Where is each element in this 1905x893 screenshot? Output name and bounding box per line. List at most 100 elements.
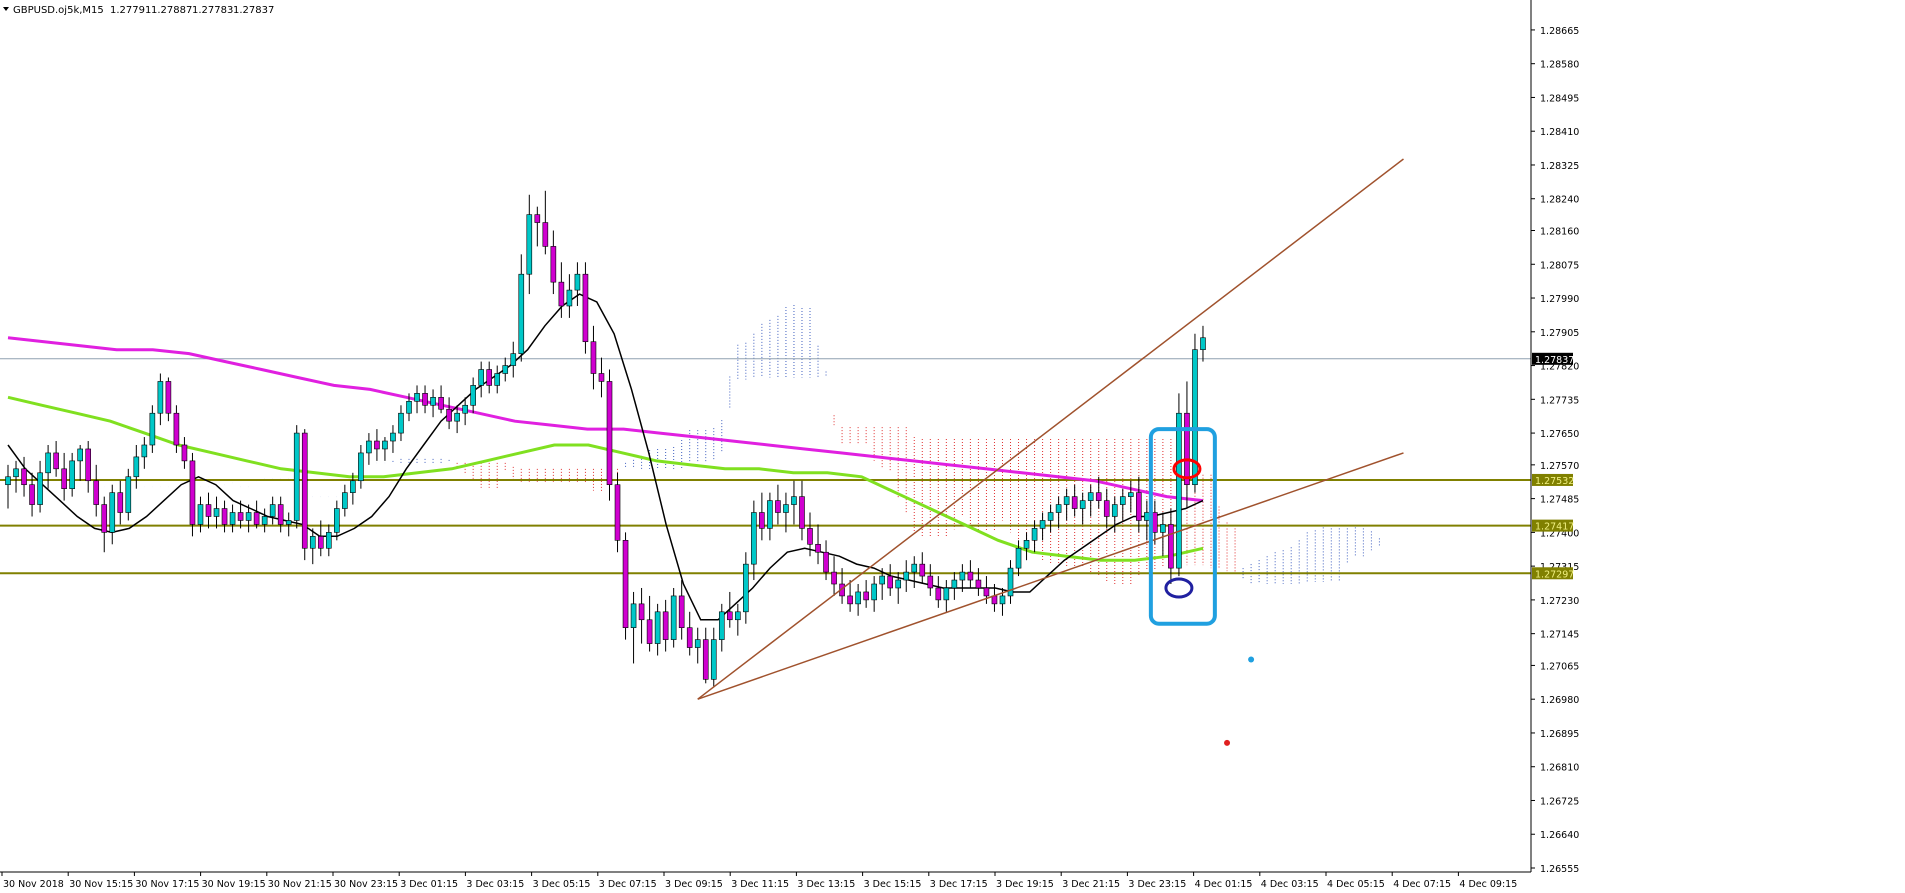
candle-body xyxy=(542,222,549,247)
candle-body xyxy=(229,512,236,525)
trendlines xyxy=(697,158,1404,700)
candle-body xyxy=(638,603,645,621)
candle-body xyxy=(69,460,75,489)
x-tick-label: 4 Dec 03:15 xyxy=(1261,879,1319,890)
candle-body xyxy=(1015,547,1022,569)
candle-body xyxy=(197,504,204,525)
candle-body xyxy=(301,432,308,549)
candle-body xyxy=(141,444,148,458)
candle-body xyxy=(85,448,91,482)
y-tick-label: 1.28410 xyxy=(1540,127,1579,138)
candle-body xyxy=(959,571,966,581)
candle-body xyxy=(815,543,821,553)
candle-body xyxy=(1136,492,1142,521)
candle-body xyxy=(1111,504,1118,517)
candle-body xyxy=(919,563,926,577)
candle-body xyxy=(702,639,709,680)
candle-body xyxy=(1192,349,1198,486)
candle-body xyxy=(269,504,276,517)
candle-body xyxy=(743,563,749,613)
x-tick-label: 4 Dec 01:15 xyxy=(1195,879,1253,890)
sma-fast-line xyxy=(7,293,1204,621)
candle-body xyxy=(1047,512,1054,521)
x-tick-label: 3 Dec 03:15 xyxy=(466,879,524,890)
candle-body xyxy=(510,353,517,366)
candle-body xyxy=(277,504,284,525)
y-tick-label: 1.27485 xyxy=(1540,495,1579,506)
ohlc-low: 1.27783 xyxy=(192,5,233,16)
triangle-down-icon[interactable] xyxy=(3,7,9,11)
y-tick-label: 1.27570 xyxy=(1540,461,1579,472)
candle-body xyxy=(430,397,436,406)
candle-body xyxy=(686,627,693,648)
candle-body xyxy=(5,476,11,486)
candle-body xyxy=(903,571,910,581)
y-tick-label: 1.26725 xyxy=(1540,796,1579,807)
candle-body xyxy=(951,579,958,589)
candle-body xyxy=(606,381,613,486)
y-tick-label: 1.27735 xyxy=(1540,395,1579,406)
y-tick-label: 1.26640 xyxy=(1540,830,1579,841)
candle-body xyxy=(1128,492,1134,497)
candle-body xyxy=(1103,500,1110,517)
highlight-box xyxy=(1148,427,1217,626)
candle-body xyxy=(534,214,541,223)
y-tick-label: 1.26810 xyxy=(1540,763,1579,774)
candle-body xyxy=(622,540,629,629)
candle-body xyxy=(574,273,581,291)
candle-body xyxy=(670,595,677,640)
candle-body xyxy=(879,575,885,585)
x-tick-label: 3 Dec 15:15 xyxy=(864,879,922,890)
ohlc-open: 1.27791 xyxy=(110,5,151,16)
candle-body xyxy=(334,508,340,533)
y-tick-label: 1.27400 xyxy=(1540,528,1579,539)
candle-body xyxy=(1152,512,1158,533)
candle-body xyxy=(502,365,509,374)
y-tick-label: 1.26895 xyxy=(1540,729,1579,740)
candle-body xyxy=(775,500,781,513)
candle-body xyxy=(293,432,300,521)
candle-body xyxy=(694,639,701,648)
level-price-tag-bg xyxy=(1532,567,1573,580)
candle-body xyxy=(438,397,444,410)
candle-body xyxy=(718,611,725,640)
candle-body xyxy=(358,452,364,482)
candle-body xyxy=(125,476,132,513)
x-tick-label: 3 Dec 09:15 xyxy=(665,879,723,890)
ohlc-high: 1.27887 xyxy=(151,5,192,16)
blue-ellipse xyxy=(1164,577,1194,599)
candle-body xyxy=(486,369,493,386)
sma-mid-line xyxy=(7,395,1204,562)
y-tick-label: 1.28325 xyxy=(1540,161,1579,172)
candle-body xyxy=(478,369,484,386)
candle-body xyxy=(1176,412,1182,569)
candle-body xyxy=(935,587,942,601)
candle-body xyxy=(662,611,669,640)
candle-body xyxy=(911,563,918,573)
x-tick-label: 3 Dec 23:15 xyxy=(1128,879,1186,890)
candle-body xyxy=(999,595,1006,605)
candle-body xyxy=(735,611,741,621)
candle-body xyxy=(1144,512,1150,521)
candle-body xyxy=(1007,567,1014,597)
candle-body xyxy=(1184,412,1190,486)
y-tick-label: 1.26555 xyxy=(1540,864,1579,875)
candle-body xyxy=(325,532,332,549)
candle-body xyxy=(101,504,108,533)
candle-body xyxy=(205,504,212,517)
candle-body xyxy=(783,504,789,513)
candle-body xyxy=(526,214,533,275)
x-tick-label: 30 Nov 2018 xyxy=(3,879,64,890)
y-tick-label: 1.27065 xyxy=(1540,661,1579,672)
candle-body xyxy=(406,401,412,414)
candle-body xyxy=(133,456,140,478)
candle-body xyxy=(317,536,324,549)
x-tick-label: 3 Dec 07:15 xyxy=(599,879,657,890)
candle-body xyxy=(21,468,27,486)
candle-body xyxy=(598,373,605,382)
candle-body xyxy=(462,404,468,414)
y-tick-label: 1.27230 xyxy=(1540,596,1579,607)
candle-body xyxy=(927,575,934,589)
